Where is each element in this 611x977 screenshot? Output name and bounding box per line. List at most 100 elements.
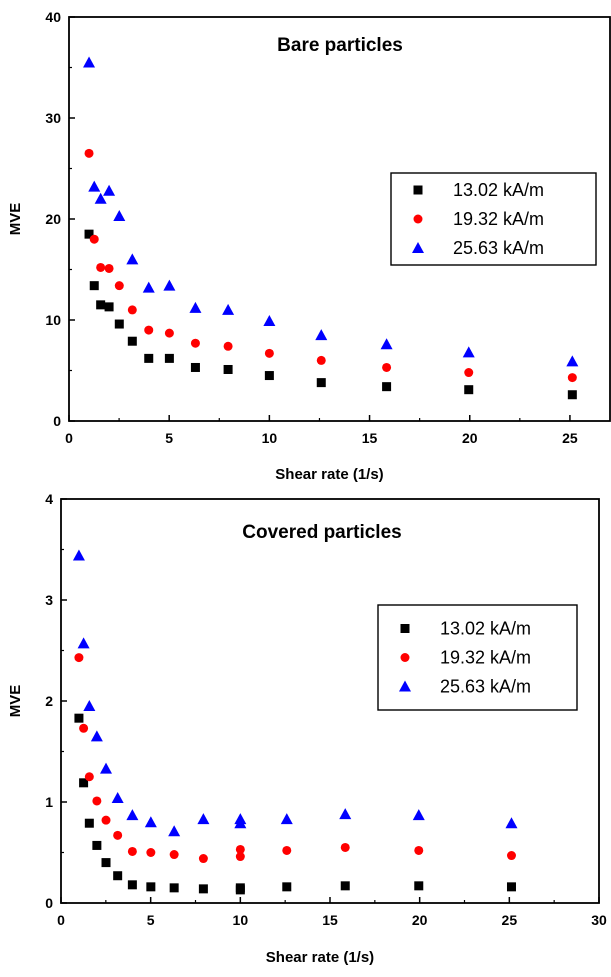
- legend-marker: [400, 624, 410, 633]
- data-point: [77, 637, 90, 649]
- series-triangle: [83, 56, 579, 367]
- data-point: [263, 315, 276, 327]
- data-point: [340, 881, 350, 891]
- data-point: [72, 549, 85, 561]
- series-square: [84, 229, 577, 400]
- data-point: [84, 148, 94, 158]
- data-point: [164, 353, 174, 363]
- legend-marker: [400, 653, 410, 662]
- data-point: [84, 229, 94, 239]
- data-point: [126, 253, 139, 265]
- x-tick-label: 20: [412, 912, 428, 928]
- data-point: [282, 882, 292, 892]
- y-tick-label: 20: [45, 211, 61, 227]
- data-point: [234, 817, 247, 829]
- legend-entry: 19.32 kA/m: [453, 209, 544, 229]
- data-point: [316, 355, 326, 365]
- series-circle: [74, 653, 516, 864]
- data-point: [127, 846, 137, 856]
- data-point: [79, 723, 89, 733]
- data-point: [79, 778, 89, 788]
- data-point: [83, 56, 96, 68]
- data-point: [464, 368, 474, 378]
- y-tick-label: 40: [45, 9, 61, 25]
- chart-bare-particles: 0 5 10 15 20 25 0 10 20 30 40 Shear rate (1/s) MVE Ba…: [7, 9, 611, 483]
- x-tick-label: 15: [362, 430, 378, 446]
- data-point: [316, 378, 326, 388]
- data-point: [567, 390, 577, 400]
- legend-entry: 25.63 kA/m: [453, 238, 544, 258]
- y-tick-label: 30: [45, 110, 61, 126]
- data-point: [189, 301, 202, 313]
- legend-marker: [412, 242, 424, 253]
- x-tick-label: 20: [462, 430, 478, 446]
- data-point: [235, 844, 245, 854]
- data-point: [74, 653, 84, 663]
- data-point: [146, 882, 156, 892]
- data-point: [113, 830, 123, 840]
- data-point: [190, 362, 200, 372]
- data-point: [235, 852, 245, 862]
- data-point: [264, 348, 274, 358]
- legend-marker: [413, 214, 423, 224]
- data-point: [190, 338, 200, 348]
- x-tick-label: 10: [233, 912, 249, 928]
- data-point: [223, 341, 233, 351]
- x-tick-label: 0: [65, 430, 73, 446]
- data-point: [94, 192, 107, 204]
- data-point: [113, 209, 126, 221]
- y-tick-label: 10: [45, 312, 61, 328]
- legend: 13.02 kA/m 19.32 kA/m 25.63 kA/m: [390, 172, 597, 266]
- data-point: [144, 325, 154, 335]
- data-point: [414, 881, 424, 891]
- data-point: [462, 346, 475, 358]
- y-tick-label: 0: [53, 413, 61, 429]
- data-point: [114, 281, 124, 291]
- data-point: [83, 700, 96, 712]
- chart-title: Covered particles: [242, 522, 401, 543]
- data-point: [127, 305, 137, 315]
- legend-box: [377, 604, 578, 711]
- x-tick-label: 5: [147, 912, 155, 928]
- data-point: [414, 845, 424, 855]
- data-point: [101, 815, 111, 825]
- chart-covered-particles: 0 5 10 15 20 25 30 0 1 2 3 4 Shear rate (1/s) MVE Cove…: [7, 491, 607, 966]
- data-point: [96, 262, 106, 272]
- data-point: [198, 884, 208, 894]
- data-point: [88, 180, 101, 192]
- y-tick-label: 0: [45, 895, 53, 911]
- data-point: [92, 840, 102, 850]
- data-point: [96, 300, 106, 310]
- legend: 13.02 kA/m 19.32 kA/m 25.63 kA/m: [377, 604, 578, 711]
- x-tick-label: 5: [165, 430, 173, 446]
- data-point: [506, 851, 516, 861]
- data-point: [315, 329, 328, 341]
- data-point: [127, 336, 137, 346]
- data-point: [280, 813, 293, 825]
- data-point: [464, 385, 474, 395]
- legend-marker: [399, 680, 411, 692]
- data-point: [74, 713, 84, 723]
- data-point: [169, 883, 179, 893]
- data-point: [103, 184, 116, 196]
- data-point: [104, 263, 114, 273]
- x-tick-label: 25: [562, 430, 578, 446]
- data-point: [412, 809, 425, 821]
- data-point: [380, 338, 393, 350]
- y-tick-label: 1: [45, 794, 53, 810]
- x-tick-label: 30: [591, 912, 607, 928]
- chart-title: Bare particles: [277, 35, 403, 56]
- legend-entry: 13.02 kA/m: [440, 619, 531, 639]
- series-square: [74, 713, 516, 895]
- x-tick-label: 10: [262, 430, 278, 446]
- x-axis-label: Shear rate (1/s): [275, 466, 383, 483]
- data-point: [89, 234, 99, 244]
- series-triangle: [72, 549, 518, 837]
- x-tick-label: 0: [57, 912, 65, 928]
- data-point: [126, 809, 139, 821]
- data-point: [505, 817, 518, 829]
- data-point: [382, 362, 392, 372]
- data-point: [168, 825, 181, 837]
- y-tick-label: 2: [45, 693, 53, 709]
